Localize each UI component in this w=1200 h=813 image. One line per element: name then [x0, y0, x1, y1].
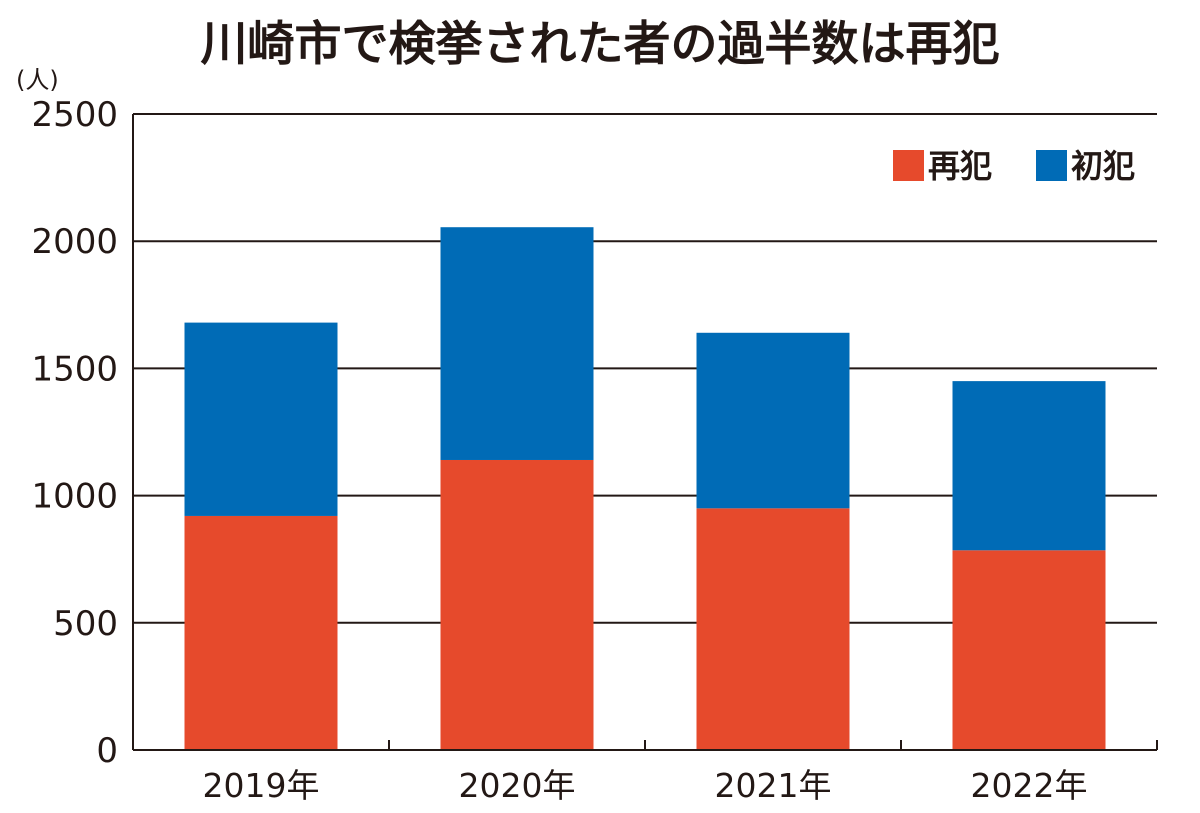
bar-repeat-2 — [696, 508, 850, 750]
bar-repeat-1 — [440, 459, 594, 750]
y-tick-label: 2000 — [31, 222, 118, 262]
y-tick-label: 1500 — [31, 349, 118, 389]
y-tick-labels: 0 500 1000 1500 2000 2500 — [31, 95, 118, 771]
legend-swatch-first — [1036, 150, 1067, 181]
y-tick-label: 0 — [96, 731, 118, 771]
legend-swatch-repeat — [893, 150, 924, 181]
legend-label-repeat: 再犯 — [928, 147, 992, 185]
legend: 再犯 初犯 — [893, 147, 1135, 185]
x-tick-labels: 2019年 2020年 2021年 2022年 — [203, 766, 1088, 805]
axes — [132, 114, 1158, 751]
bar-repeat-3 — [952, 550, 1106, 750]
x-tick-label: 2021年 — [715, 766, 832, 805]
x-tick-label: 2022年 — [971, 766, 1088, 805]
y-axis-unit-label: (人) — [16, 66, 59, 94]
bar-first-2 — [696, 332, 850, 509]
bar-repeat-0 — [184, 515, 338, 750]
x-tick-label: 2019年 — [203, 766, 320, 805]
y-tick-label: 1000 — [31, 477, 118, 517]
bars — [184, 227, 1106, 750]
chart-title: 川崎市で検挙された者の過半数は再犯 — [201, 17, 1000, 72]
y-tick-label: 2500 — [31, 95, 118, 135]
bar-first-3 — [952, 381, 1106, 551]
bar-first-1 — [440, 227, 594, 460]
legend-label-first: 初犯 — [1071, 147, 1135, 185]
x-tick-label: 2020年 — [459, 766, 576, 805]
bar-first-0 — [184, 322, 338, 516]
y-tick-label: 500 — [53, 604, 118, 644]
